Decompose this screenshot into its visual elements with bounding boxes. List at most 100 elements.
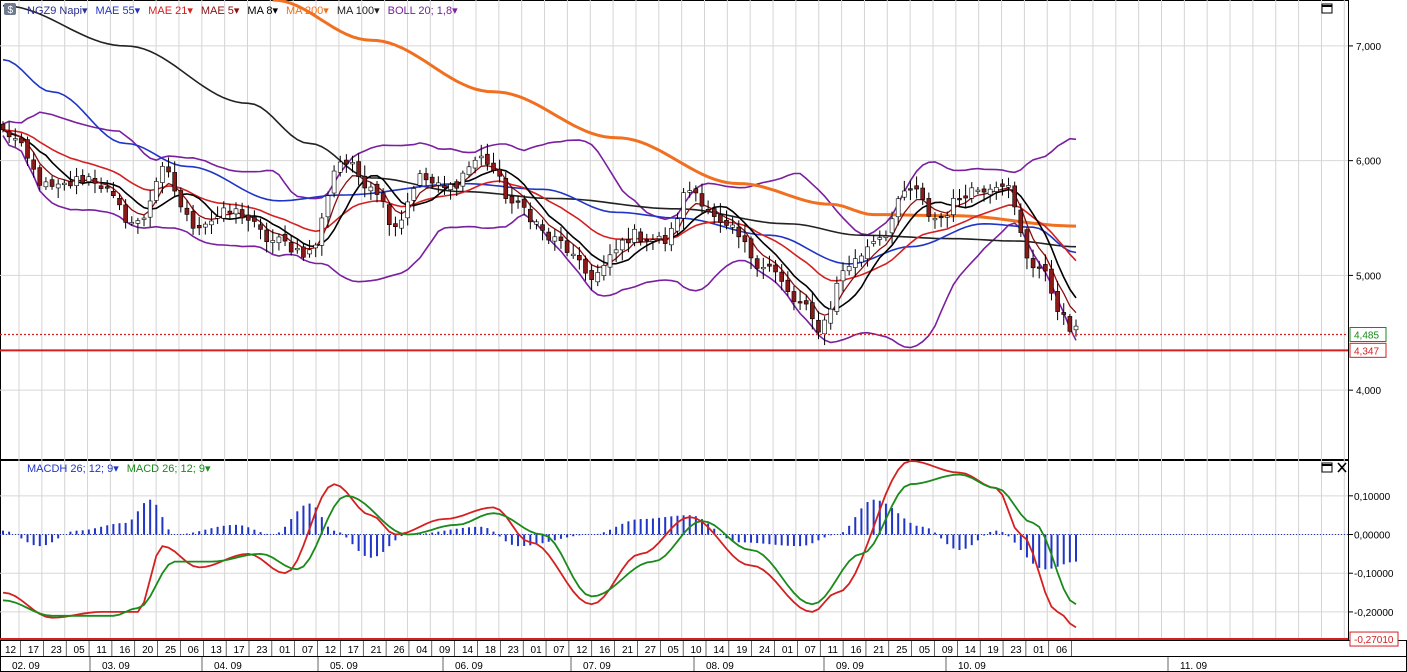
candle-body [669,228,674,246]
close-macd-panel-icon[interactable] [1337,462,1347,473]
candle [877,230,883,246]
candle [436,176,441,193]
candle-body [288,242,294,253]
candle [209,210,214,235]
candle-body [834,283,840,312]
legend-entry[interactable]: MA 200▾ [286,5,329,17]
candle-body [626,238,631,244]
candle [589,264,594,291]
legend-entry[interactable]: MA 100▾ [337,5,380,17]
candle-body [331,170,337,194]
axes: 4,485 4,347 -0,27010 7,000 6,000 5,000 4,000 0,… [0,42,1399,672]
legend-entry[interactable]: NGZ9 Napi▾ [27,5,88,17]
candle [1055,280,1060,321]
candle-body [509,196,515,204]
price-axis-label: 5,000 [1356,271,1381,282]
candle [1036,260,1042,279]
date-axis-month: 08. 09 [706,661,734,672]
candle-body [203,223,208,228]
candle [993,181,999,200]
legend-entry[interactable]: MA 8▾ [247,5,278,17]
candle-body [613,249,619,254]
price-marker-box [1349,326,1387,342]
candle [344,154,349,173]
date-axis-day: 04 [416,645,428,656]
candle-body [104,186,110,189]
legend-entry[interactable]: MACDH 26; 12; 9▾ [27,463,119,475]
candle [1018,203,1024,237]
candle-body [86,176,92,182]
date-axis-day: 16 [119,645,131,656]
candle [546,227,551,245]
candle [227,203,233,219]
candle-body [951,198,956,216]
candle [49,175,55,190]
candle-body [552,236,558,242]
candle [215,206,220,224]
candle-body [822,319,827,335]
candle-body [1043,264,1048,272]
legend-entry[interactable]: MAE 5▾ [201,5,240,17]
date-axis-day: 18 [485,645,497,656]
candle-body [607,254,613,268]
candle-body [570,253,576,256]
price-panel [0,0,1349,460]
candle [86,173,92,186]
candle [540,219,545,241]
date-axis-month: 07. 09 [583,661,611,672]
date-axis-day: 06 [188,645,200,656]
legend-entry[interactable]: MAE 55▾ [96,5,141,17]
legend-entry[interactable]: MAE 21▾ [148,5,193,17]
legend-entry[interactable]: MACD 26; 12; 9▾ [127,463,211,475]
maximize-price-panel-button[interactable] [1321,3,1333,14]
date-axis-day: 14 [965,645,977,656]
candle [135,217,141,234]
candle-body [43,181,49,188]
candle [37,164,43,191]
candle-body [258,224,263,230]
candle-body [785,279,791,292]
ticker-icon[interactable] [4,3,16,15]
candle [834,276,840,316]
date-axis-day: 06 [1056,645,1068,656]
candle [951,189,956,223]
candle-body [111,191,116,196]
candle-body [711,208,717,217]
candle-body [877,237,883,240]
candle [656,231,662,244]
candle-body [325,195,331,218]
candle-body [12,138,18,141]
candle-body [558,236,564,242]
candle-body [963,195,968,199]
candle [969,182,975,203]
candle-body [730,224,735,228]
candle [669,222,674,252]
candle-body [307,249,312,255]
candle-body [846,266,852,272]
candle-body [638,231,643,242]
candle [846,255,852,276]
candle-body [233,208,239,215]
candle-body [436,182,441,186]
candle [25,136,30,166]
candle-body [80,175,86,184]
candle-body [62,182,67,185]
macd-axis-label: -0,10000 [1354,569,1394,580]
maximize-macd-panel-button[interactable] [1321,462,1333,473]
candle [613,239,619,262]
candle-body [190,211,196,229]
candle-body [466,166,472,175]
candle-body [577,255,582,261]
candle-body [589,270,594,280]
candle [19,133,24,147]
candle [362,165,368,198]
candle [264,222,269,253]
candle-body [902,190,907,198]
candle-body [123,204,128,223]
candle [466,161,472,178]
candle [1030,249,1036,278]
date-axis-month: 04. 09 [214,661,242,672]
price-marker-box [1349,342,1387,358]
price-axis-area [1349,0,1407,640]
legend-entry[interactable]: BOLL 20; 1,8▾ [388,5,458,17]
